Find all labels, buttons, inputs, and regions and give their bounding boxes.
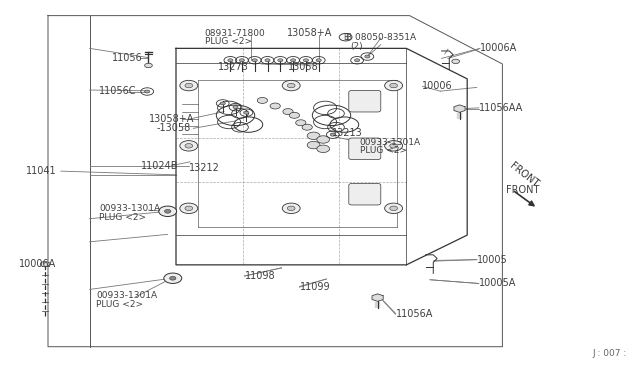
Text: PLUG <2>: PLUG <2> — [96, 300, 143, 309]
Circle shape — [307, 141, 320, 149]
Circle shape — [365, 55, 370, 58]
Text: PLUG <2>: PLUG <2> — [360, 146, 407, 155]
Circle shape — [283, 109, 293, 115]
Text: 11056A: 11056A — [396, 310, 433, 319]
Circle shape — [287, 83, 295, 88]
Circle shape — [317, 145, 330, 153]
Text: 11056: 11056 — [112, 53, 143, 62]
Circle shape — [180, 80, 198, 91]
Circle shape — [185, 83, 193, 88]
Polygon shape — [454, 105, 465, 112]
Circle shape — [296, 120, 306, 126]
Text: 11099: 11099 — [300, 282, 330, 292]
Text: PLUG <2>: PLUG <2> — [99, 213, 147, 222]
Circle shape — [159, 206, 177, 217]
Text: 11024B: 11024B — [141, 161, 179, 170]
Circle shape — [289, 112, 300, 118]
Circle shape — [185, 144, 193, 148]
Text: 11056C: 11056C — [99, 86, 137, 96]
Circle shape — [330, 133, 335, 136]
Text: 13213: 13213 — [332, 128, 362, 138]
Circle shape — [145, 90, 150, 93]
Circle shape — [303, 59, 308, 62]
Text: J : 007 :: J : 007 : — [593, 349, 627, 358]
FancyBboxPatch shape — [349, 183, 381, 205]
Text: 10006A: 10006A — [480, 44, 517, 53]
Circle shape — [282, 80, 300, 91]
Circle shape — [244, 111, 249, 114]
FancyBboxPatch shape — [349, 138, 381, 160]
Text: 08931-71800: 08931-71800 — [205, 29, 266, 38]
Circle shape — [220, 102, 225, 105]
Text: 11056AA: 11056AA — [479, 103, 523, 113]
Circle shape — [287, 206, 295, 211]
Text: PLUG <2>: PLUG <2> — [205, 37, 252, 46]
Circle shape — [282, 203, 300, 214]
Circle shape — [252, 59, 257, 62]
Circle shape — [390, 144, 397, 148]
Text: 13212: 13212 — [189, 163, 220, 173]
Text: B: B — [343, 33, 348, 42]
Circle shape — [180, 141, 198, 151]
Circle shape — [40, 262, 49, 267]
Circle shape — [307, 132, 320, 140]
Text: 13058+A: 13058+A — [148, 114, 194, 124]
Text: 00933-1301A: 00933-1301A — [360, 138, 421, 147]
Text: 10006: 10006 — [422, 81, 453, 91]
Text: 11098: 11098 — [244, 271, 275, 281]
Circle shape — [385, 203, 403, 214]
Circle shape — [185, 206, 193, 211]
Circle shape — [228, 59, 233, 62]
Circle shape — [452, 59, 460, 64]
Circle shape — [145, 63, 152, 68]
Circle shape — [239, 59, 244, 62]
Text: 10005A: 10005A — [479, 279, 516, 288]
Text: -13058: -13058 — [157, 124, 191, 133]
Circle shape — [390, 83, 397, 88]
Circle shape — [180, 203, 198, 214]
Text: 10005: 10005 — [477, 255, 508, 264]
Circle shape — [170, 276, 176, 280]
Circle shape — [164, 273, 182, 283]
Circle shape — [270, 103, 280, 109]
Circle shape — [317, 136, 330, 143]
Text: 10006A: 10006A — [19, 259, 56, 269]
Circle shape — [278, 59, 283, 62]
Text: 13058+A: 13058+A — [287, 29, 332, 38]
Circle shape — [291, 59, 296, 62]
Text: 13058: 13058 — [288, 62, 319, 72]
Circle shape — [164, 209, 171, 213]
Text: 00933-1301A: 00933-1301A — [96, 291, 157, 300]
Circle shape — [233, 106, 238, 109]
FancyBboxPatch shape — [349, 90, 381, 112]
Text: FRONT: FRONT — [508, 161, 540, 189]
Text: (2): (2) — [351, 42, 364, 51]
Text: 11041: 11041 — [26, 166, 56, 176]
Circle shape — [355, 59, 360, 62]
Circle shape — [385, 141, 403, 151]
Circle shape — [265, 59, 270, 62]
Polygon shape — [372, 294, 383, 301]
Text: 00933-1301A: 00933-1301A — [99, 204, 161, 213]
Text: 13273: 13273 — [218, 62, 248, 72]
Circle shape — [257, 97, 268, 103]
Text: B 08050-8351A: B 08050-8351A — [346, 33, 416, 42]
Circle shape — [385, 80, 403, 91]
Circle shape — [390, 206, 397, 211]
Circle shape — [316, 59, 321, 62]
Text: FRONT: FRONT — [506, 186, 539, 195]
Circle shape — [302, 124, 312, 130]
